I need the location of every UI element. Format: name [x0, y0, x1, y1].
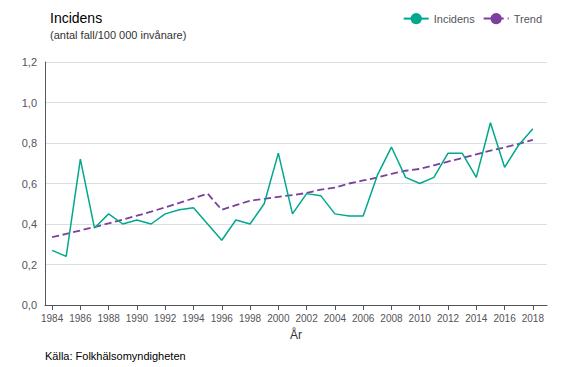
svg-text:1990: 1990: [126, 313, 149, 324]
svg-text:1986: 1986: [69, 313, 92, 324]
svg-text:2000: 2000: [267, 313, 290, 324]
svg-text:1988: 1988: [98, 313, 121, 324]
svg-text:1,0: 1,0: [22, 97, 37, 109]
svg-text:1996: 1996: [211, 313, 234, 324]
svg-text:0,8: 0,8: [22, 137, 37, 149]
svg-text:2004: 2004: [324, 313, 347, 324]
svg-text:2014: 2014: [465, 313, 488, 324]
svg-text:2016: 2016: [493, 313, 516, 324]
svg-text:0,4: 0,4: [22, 218, 37, 230]
svg-text:0,0: 0,0: [22, 299, 37, 311]
svg-text:År: År: [290, 327, 302, 342]
svg-text:(antal fall/100 000 invånare): (antal fall/100 000 invånare): [50, 29, 186, 41]
svg-text:2002: 2002: [295, 313, 318, 324]
svg-text:0,2: 0,2: [22, 259, 37, 271]
svg-text:2018: 2018: [522, 313, 545, 324]
svg-text:Trend: Trend: [514, 13, 542, 25]
svg-text:Källa: Folkhälsomyndigheten: Källa: Folkhälsomyndigheten: [45, 350, 186, 362]
svg-text:2006: 2006: [352, 313, 375, 324]
svg-text:1994: 1994: [182, 313, 205, 324]
svg-text:Incidens: Incidens: [434, 13, 475, 25]
svg-text:2010: 2010: [409, 313, 432, 324]
svg-text:Incidens: Incidens: [50, 10, 102, 26]
svg-text:1,2: 1,2: [22, 56, 37, 68]
svg-text:2008: 2008: [380, 313, 403, 324]
svg-text:1992: 1992: [154, 313, 177, 324]
svg-text:2012: 2012: [437, 313, 460, 324]
svg-text:1998: 1998: [239, 313, 262, 324]
svg-text:0,6: 0,6: [22, 178, 37, 190]
svg-text:1984: 1984: [41, 313, 64, 324]
